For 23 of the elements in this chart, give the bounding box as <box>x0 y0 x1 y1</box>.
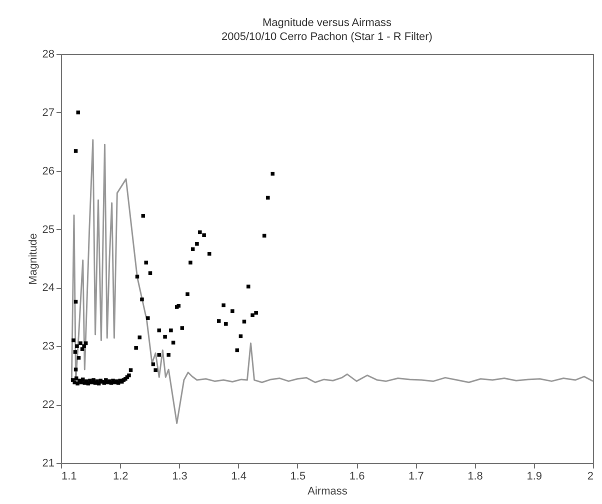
line-series <box>70 139 594 424</box>
y-tick-label: 25 <box>42 224 54 236</box>
x-tick-label: 1.3 <box>172 470 188 482</box>
chart-subtitle: 2005/10/10 Cerro Pachon (Star 1 - R Filter) <box>222 31 432 43</box>
y-axis-title: Magnitude <box>27 233 40 285</box>
x-tick-label: 1.8 <box>468 470 483 482</box>
x-tick-label: 1.6 <box>349 470 365 482</box>
y-tick-label: 22 <box>42 399 54 412</box>
y-tick-label: 24 <box>42 282 54 294</box>
x-tick-label: 2 <box>587 470 594 482</box>
x-tick-label: 1.7 <box>408 470 424 482</box>
x-axis-title: Airmass <box>308 486 348 498</box>
y-tick-label: 26 <box>42 165 54 178</box>
y-tick-label: 23 <box>42 340 54 353</box>
x-tick-label: 1.1 <box>62 470 77 482</box>
x-tick-label: 1.2 <box>112 470 128 482</box>
y-tick-label: 28 <box>42 48 54 60</box>
x-tick-label: 1.4 <box>231 470 246 482</box>
chart-title: Magnitude versus Airmass <box>262 17 392 29</box>
x-tick-label: 1.5 <box>290 470 306 482</box>
y-tick-label: 21 <box>42 458 54 470</box>
x-tick-label: 1.9 <box>526 470 542 482</box>
y-tick-label: 27 <box>42 106 54 119</box>
